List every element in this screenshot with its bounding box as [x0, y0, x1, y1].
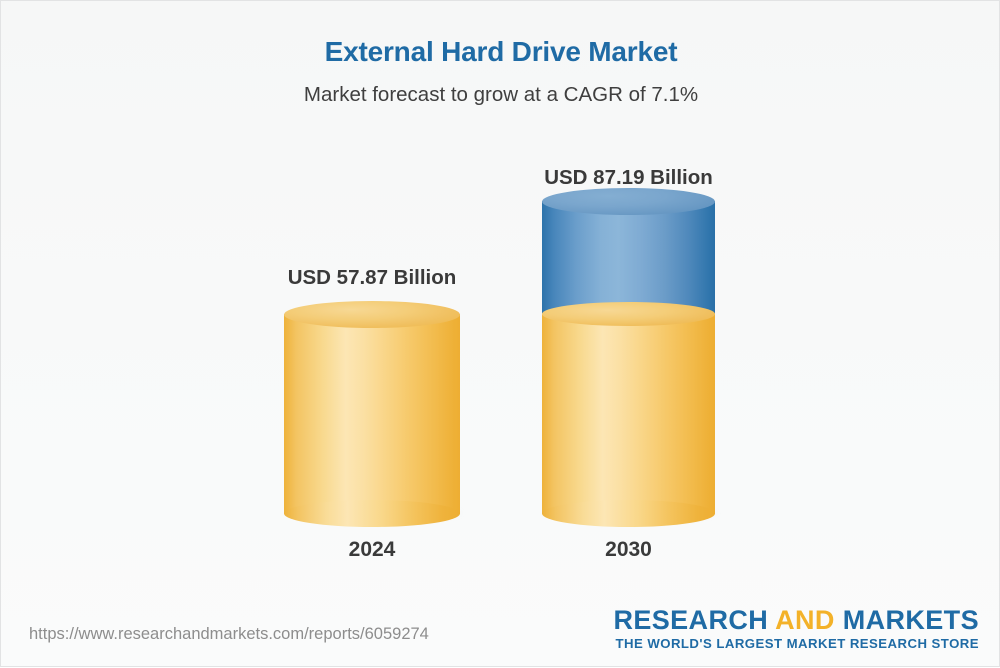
brand-word-and: AND: [775, 605, 835, 635]
category-label-2030: 2030: [605, 538, 652, 561]
category-label-2024: 2024: [348, 538, 396, 561]
value-label-2030: USD 87.19 Billion: [544, 166, 713, 189]
cylinder-bar-2024: [284, 301, 466, 527]
brand-word-markets: MARKETS: [842, 605, 979, 635]
cylinder-top-cap-2024: [284, 301, 460, 328]
bar-segment-growth-2030: [542, 201, 715, 314]
research-and-markets-logo[interactable]: RESEARCH AND MARKETS THE WORLD'S LARGEST…: [613, 605, 979, 652]
cylinder-bottom-cap-2024: [284, 500, 460, 527]
bar-segment-seam-2030: [542, 302, 715, 326]
cylinder-bottom-cap-2030: [542, 500, 715, 527]
chart-footer: https://www.researchandmarkets.com/repor…: [1, 592, 1000, 666]
value-label-2024: USD 57.87 Billion: [287, 266, 457, 289]
brand-tagline: THE WORLD'S LARGEST MARKET RESEARCH STOR…: [615, 636, 979, 651]
chart-subtitle: Market forecast to grow at a CAGR of 7.1…: [303, 83, 699, 106]
bar-segment-base-2024: [284, 314, 460, 514]
cylinder-top-cap-2030: [542, 188, 715, 215]
page-title: External Hard Drive Market: [324, 36, 678, 67]
bar-segment-base-2030: [542, 314, 715, 514]
chart-header: External Hard Drive Market Market foreca…: [1, 35, 1000, 108]
cylinder-bar-2030: [542, 188, 721, 527]
brand-word-research: RESEARCH: [613, 605, 769, 635]
brand-wordmark: RESEARCH AND MARKETS: [613, 605, 979, 635]
source-url-link[interactable]: https://www.researchandmarkets.com/repor…: [29, 625, 429, 643]
